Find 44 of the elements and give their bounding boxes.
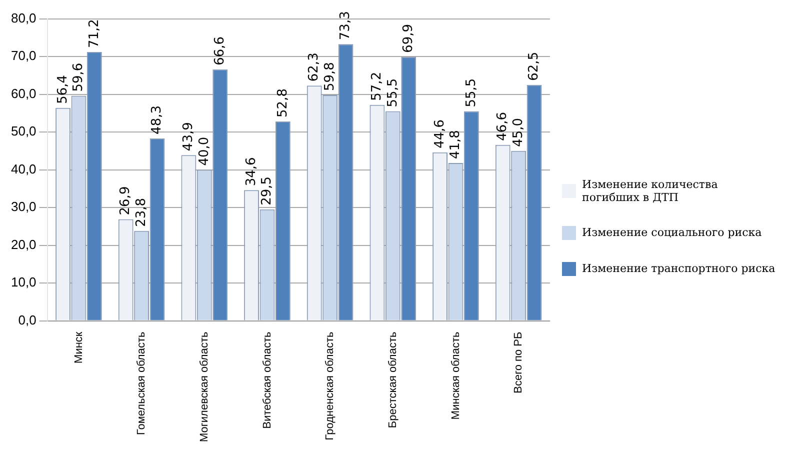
x-tick-label: Брестская область: [386, 332, 399, 428]
legend-label: Изменение транспортного риска: [582, 262, 776, 275]
data-label: 69,9: [400, 24, 416, 53]
data-label: 59,8: [322, 62, 338, 92]
x-tick-label: Минская область: [450, 332, 462, 420]
data-label: 55,5: [464, 78, 479, 108]
data-label: 59,6: [71, 62, 86, 92]
data-label: 55,5: [385, 78, 400, 108]
legend-label: Изменение количества погибших в ДТП: [582, 178, 719, 204]
data-label: 34,6: [244, 157, 259, 186]
data-label: 71,2: [86, 19, 102, 48]
y-tick-label: 60,0: [10, 86, 36, 101]
x-tick-label: Всего по РБ: [512, 332, 525, 394]
x-tick-label: Гомельская область: [136, 332, 148, 435]
data-label: 66,6: [212, 36, 228, 66]
data-label: 26,9: [118, 186, 134, 216]
data-label: 57,2: [370, 72, 385, 101]
data-label: 29,5: [260, 176, 275, 206]
data-label: 45,0: [510, 118, 526, 147]
y-tick-label: 70,0: [10, 48, 36, 64]
data-label: 23,8: [134, 198, 149, 227]
y-tick-label: 50,0: [10, 124, 36, 139]
y-tick-label: 30,0: [10, 199, 36, 214]
data-label: 62,5: [526, 52, 542, 81]
data-label: 48,3: [150, 106, 165, 134]
x-tick-label: Могилевская область: [198, 332, 210, 442]
data-label: 43,9: [181, 122, 196, 152]
x-tick-label: Гродненская область: [324, 332, 336, 440]
data-label: 46,6: [495, 112, 510, 141]
y-tick-label: 80,0: [10, 10, 36, 26]
y-tick-label: 10,0: [10, 274, 36, 290]
data-label: 52,8: [275, 88, 290, 118]
data-label: 62,3: [306, 52, 322, 82]
x-tick-label: Витебская область: [261, 332, 274, 429]
legend-label: Изменение социального риска: [582, 226, 762, 239]
data-label: 73,3: [338, 11, 354, 40]
data-label: 41,8: [448, 130, 464, 159]
y-tick-label: 0,0: [18, 312, 36, 328]
data-label: 40,0: [196, 136, 212, 166]
x-tick-label: Минск: [72, 332, 85, 364]
y-tick-label: 40,0: [10, 161, 36, 176]
data-label: 44,6: [432, 119, 448, 148]
data-label: 56,4: [55, 74, 70, 104]
y-tick-label: 20,0: [10, 236, 36, 252]
